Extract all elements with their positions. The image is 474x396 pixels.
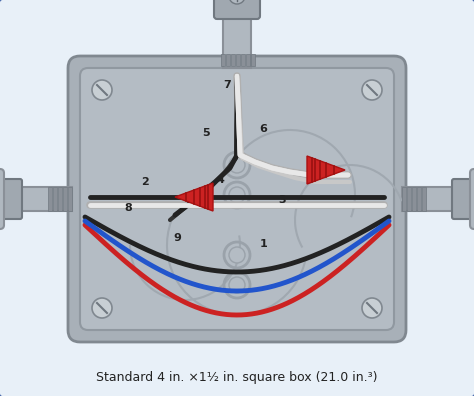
Circle shape [229, 247, 245, 263]
Bar [53, 187, 57, 211]
Text: 4: 4 [217, 175, 224, 185]
Text: 6: 6 [259, 124, 267, 134]
Bar [251, 54, 255, 66]
Bar [63, 187, 67, 211]
Circle shape [362, 298, 382, 318]
Polygon shape [307, 156, 345, 184]
Bar [402, 187, 456, 211]
Bar [412, 187, 416, 211]
Bar [246, 54, 250, 66]
Bar [407, 187, 411, 211]
Bar [231, 54, 235, 66]
Circle shape [229, 277, 245, 293]
Circle shape [229, 187, 245, 203]
Circle shape [362, 80, 382, 100]
FancyBboxPatch shape [0, 179, 22, 219]
Text: 8: 8 [124, 203, 132, 213]
Circle shape [92, 298, 112, 318]
FancyBboxPatch shape [470, 169, 474, 229]
Bar [402, 187, 406, 211]
FancyBboxPatch shape [452, 179, 474, 219]
Bar [422, 187, 426, 211]
Bar [68, 187, 72, 211]
Text: 9: 9 [174, 232, 182, 243]
FancyBboxPatch shape [80, 68, 394, 330]
Text: 7: 7 [224, 80, 231, 90]
Bar [18, 187, 72, 211]
FancyBboxPatch shape [68, 56, 406, 342]
Polygon shape [175, 183, 213, 211]
Bar [226, 54, 230, 66]
Bar [241, 54, 245, 66]
Text: Standard 4 in. ×1½ in. square box (21.0 in.³): Standard 4 in. ×1½ in. square box (21.0 … [96, 371, 378, 385]
Bar [223, 13, 251, 68]
Bar [221, 54, 225, 66]
FancyBboxPatch shape [0, 169, 4, 229]
Text: 1: 1 [259, 238, 267, 249]
Bar [236, 54, 240, 66]
Text: 5: 5 [202, 128, 210, 138]
Bar [48, 187, 52, 211]
Circle shape [229, 157, 245, 173]
FancyBboxPatch shape [214, 0, 260, 19]
Bar [58, 187, 62, 211]
Circle shape [92, 80, 112, 100]
Text: 3: 3 [278, 195, 286, 205]
Circle shape [229, 0, 245, 4]
Text: 2: 2 [141, 177, 148, 187]
Bar [417, 187, 421, 211]
